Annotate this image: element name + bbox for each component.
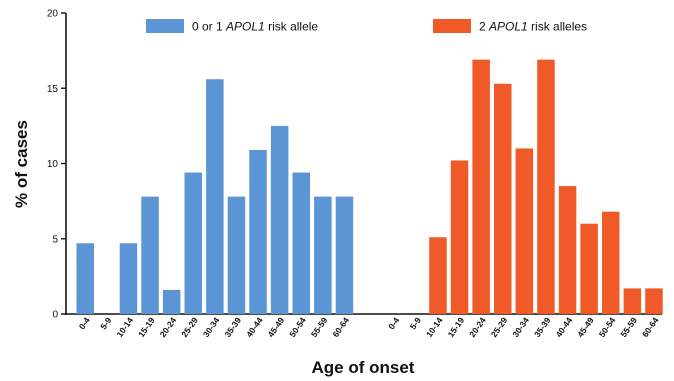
x-tick-label: 5-9 xyxy=(408,315,423,331)
x-tick-label: 30-34 xyxy=(510,315,531,339)
x-tick-label: 60-64 xyxy=(330,315,351,339)
x-tick-label: 15-19 xyxy=(136,315,157,339)
x-tick-label: 35-39 xyxy=(222,315,243,339)
legend-label-part: APOL1 xyxy=(225,20,265,34)
x-tick-label: 25-29 xyxy=(179,315,200,339)
bar xyxy=(292,172,310,314)
bar xyxy=(580,223,598,314)
bar xyxy=(645,288,663,314)
y-axis-title: % of cases xyxy=(12,120,31,208)
bar xyxy=(119,243,138,314)
bar xyxy=(206,79,224,314)
x-tick-label: 50-54 xyxy=(597,315,618,339)
legend-swatch xyxy=(433,19,471,33)
x-tick-label: 40-44 xyxy=(554,315,575,339)
x-tick-label: 20-24 xyxy=(467,315,488,339)
bars xyxy=(76,59,663,314)
bar xyxy=(515,148,534,314)
bar xyxy=(335,196,354,314)
bar xyxy=(494,83,512,314)
bar xyxy=(623,288,642,314)
legend-label-part: APOL1 xyxy=(488,20,528,34)
x-tick-label: 0-4 xyxy=(386,315,401,331)
bar xyxy=(429,237,447,314)
y-tick-label: 20 xyxy=(47,9,59,20)
bar xyxy=(537,59,555,314)
bar xyxy=(141,196,159,314)
y-tick-label: 5 xyxy=(52,234,58,245)
legend-swatch xyxy=(146,19,184,33)
y-tick-label: 0 xyxy=(52,310,58,321)
x-tick-label: 5-9 xyxy=(98,315,113,331)
x-tick-label: 25-29 xyxy=(489,315,510,339)
x-tick-label: 35-39 xyxy=(532,315,553,339)
bar xyxy=(249,149,267,314)
x-tick-label: 0-4 xyxy=(77,315,92,331)
x-tick-label: 10-14 xyxy=(424,315,445,339)
bar xyxy=(558,186,577,314)
bar xyxy=(450,160,469,314)
x-category-labels: 0-4 5-9 10-14 15-19 20-24 25-29 30-34 35-39 40-4… xyxy=(77,315,661,339)
bar xyxy=(602,211,620,314)
legend: 0 or 1 APOL1 risk allele 2 APOL1 risk all… xyxy=(146,19,587,34)
legend-label: 0 or 1 APOL1 risk allele xyxy=(192,20,318,34)
legend-label: 2 APOL1 risk alleles xyxy=(479,20,587,34)
legend-label-part: 0 or 1 xyxy=(192,20,226,34)
x-tick-label: 55-59 xyxy=(618,315,639,339)
x-tick-label: 45-49 xyxy=(266,315,287,339)
legend-label-part: risk allele xyxy=(265,20,319,34)
x-tick-label: 15-19 xyxy=(446,315,467,339)
legend-label-part: 2 xyxy=(479,20,489,34)
bar xyxy=(472,59,490,314)
legend-label-part: risk alleles xyxy=(528,20,587,34)
x-axis-title: Age of onset xyxy=(312,358,415,377)
bar xyxy=(227,196,246,314)
bar xyxy=(270,125,289,314)
bar xyxy=(184,172,202,314)
y-tick-label: 15 xyxy=(47,84,59,95)
x-tick-label: 50-54 xyxy=(287,315,308,339)
x-tick-label: 60-64 xyxy=(640,315,661,339)
x-tick-label: 10-14 xyxy=(114,315,135,339)
x-tick-label: 55-59 xyxy=(309,315,330,339)
bar xyxy=(314,196,332,314)
x-tick-label: 20-24 xyxy=(158,315,179,339)
bar xyxy=(162,289,181,314)
y-tick-label: 10 xyxy=(47,159,59,170)
x-tick-label: 40-44 xyxy=(244,315,265,339)
bar xyxy=(76,243,94,314)
x-tick-label: 30-34 xyxy=(201,315,222,339)
x-tick-label: 45-49 xyxy=(575,315,596,339)
